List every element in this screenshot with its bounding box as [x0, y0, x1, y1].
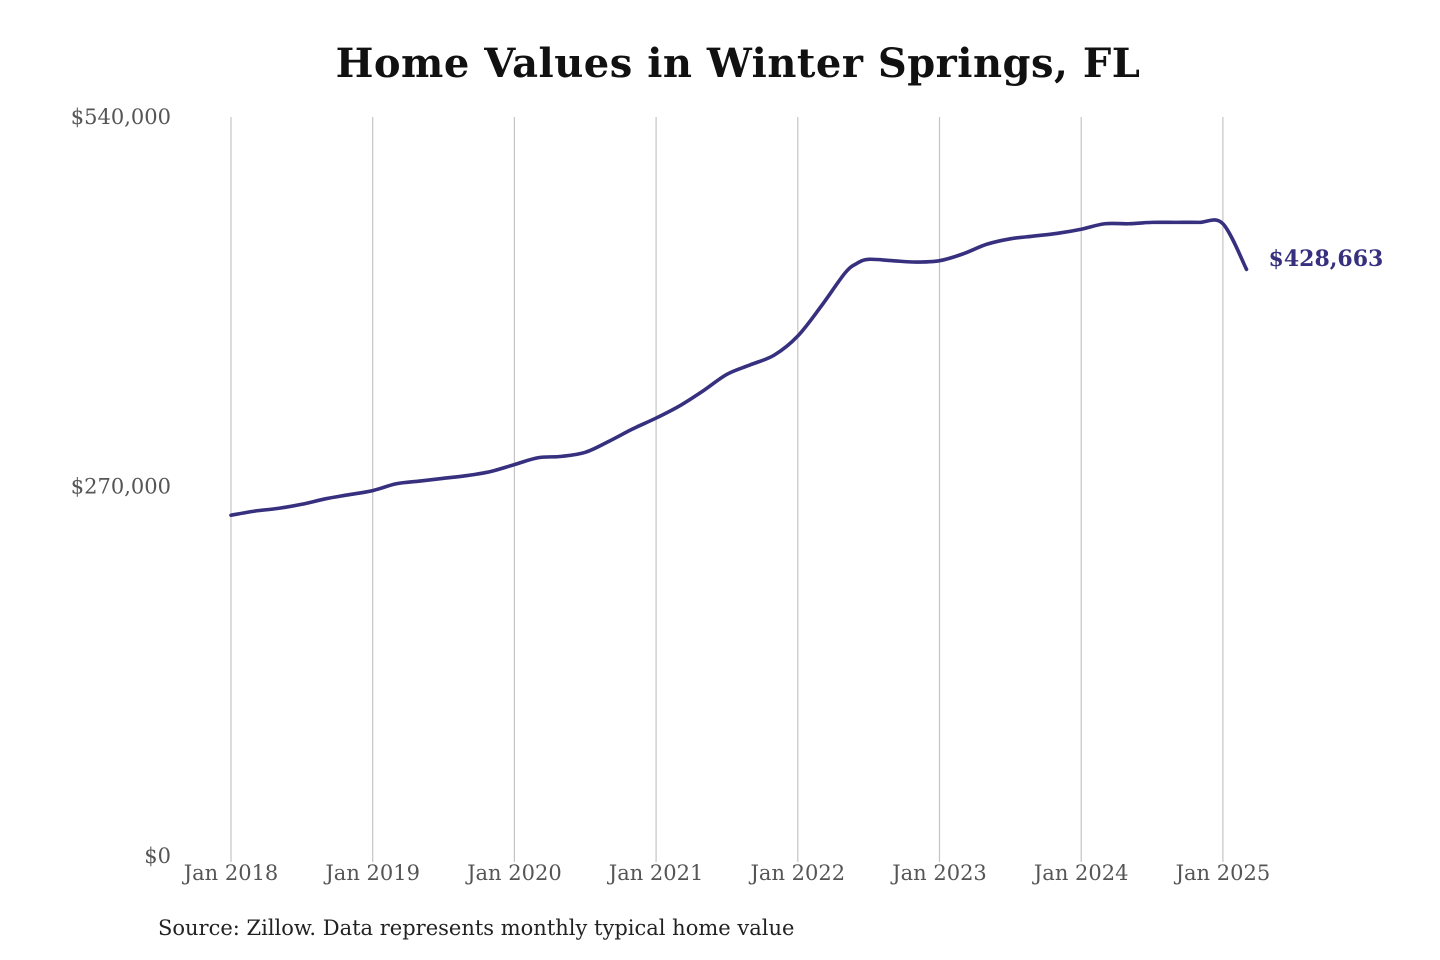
- x-tick-label: Jan 2022: [749, 861, 846, 885]
- chart-title: Home Values in Winter Springs, FL: [335, 40, 1141, 87]
- x-axis-ticks: Jan 2018 Jan 2019 Jan 2020 Jan 2021 Jan 2022…: [182, 861, 1270, 885]
- label-layer: $428,663: [1269, 246, 1384, 272]
- y-tick-label: $540,000: [71, 105, 171, 129]
- x-tick-label: Jan 2018: [182, 861, 279, 885]
- series-layer: [229, 218, 1249, 518]
- x-tick-label: Jan 2021: [607, 861, 704, 885]
- x-tick-label: Jan 2023: [890, 861, 987, 885]
- x-tick-label: Jan 2019: [323, 861, 420, 885]
- x-tick-label: Jan 2025: [1174, 861, 1271, 885]
- series-line: [229, 218, 1249, 518]
- end-value-label: $428,663: [1269, 246, 1384, 272]
- y-tick-label: $0: [144, 844, 171, 868]
- y-tick-label: $270,000: [71, 475, 171, 499]
- chart-source-note: Source: Zillow. Data represents monthly …: [158, 916, 795, 940]
- y-axis-ticks: $0 $270,000 $540,000: [71, 105, 171, 868]
- x-tick-label: Jan 2020: [465, 861, 562, 885]
- x-tick-label: Jan 2024: [1032, 861, 1129, 885]
